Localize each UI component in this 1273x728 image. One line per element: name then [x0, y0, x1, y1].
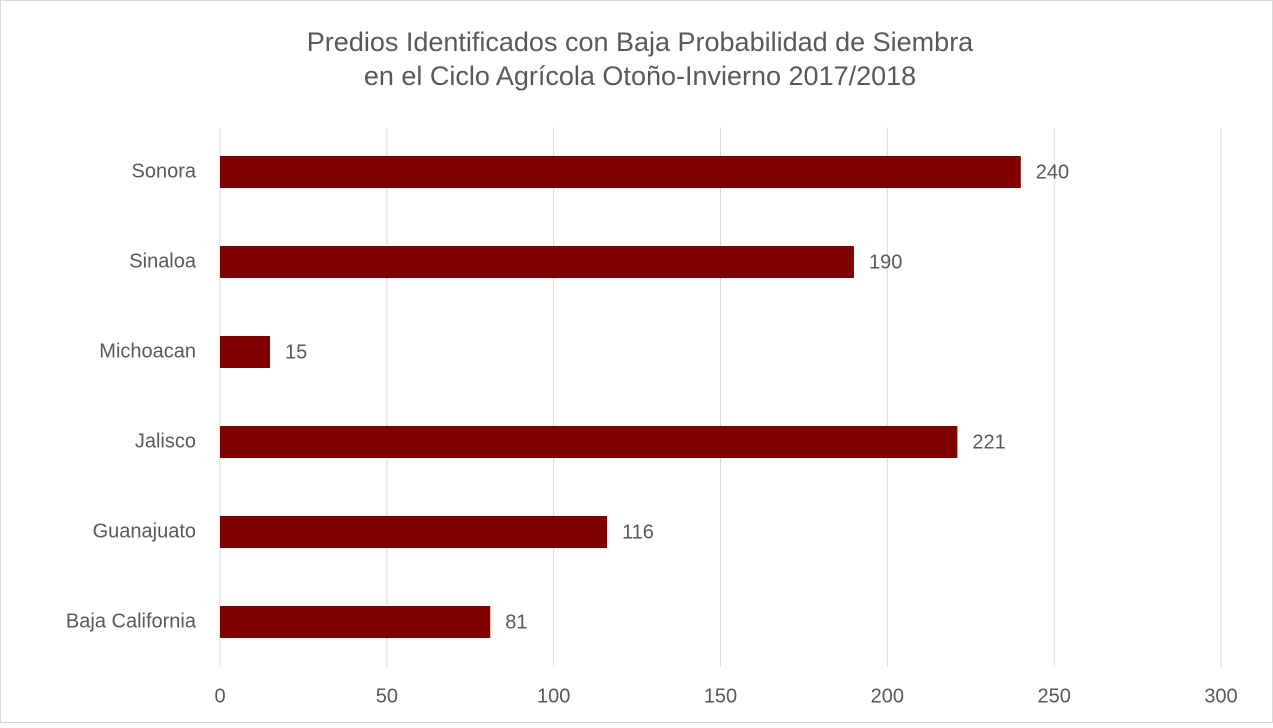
- data-label: 221: [972, 431, 1005, 453]
- x-tick-label: 200: [871, 685, 904, 707]
- x-tick-label: 0: [214, 685, 225, 707]
- x-tick-label: 250: [1037, 685, 1070, 707]
- data-label: 190: [869, 251, 902, 273]
- y-tick-label: Jalisco: [135, 430, 196, 452]
- bar: [220, 606, 491, 638]
- x-tick-label: 300: [1204, 685, 1237, 707]
- y-tick-label: Michoacan: [99, 340, 196, 362]
- data-label: 116: [622, 521, 654, 543]
- chart-title: en el Ciclo Agrícola Otoño-Invierno 2017…: [364, 61, 916, 91]
- bar: [220, 516, 608, 548]
- y-tick-label: Sonora: [132, 160, 197, 182]
- bar: [220, 156, 1021, 188]
- x-tick-label: 100: [537, 685, 570, 707]
- data-label: 240: [1036, 161, 1069, 183]
- data-label: 81: [505, 611, 527, 633]
- x-tick-label: 50: [376, 685, 398, 707]
- x-tick-label: 150: [704, 685, 737, 707]
- y-tick-label: Sinaloa: [129, 250, 197, 272]
- bar: [220, 246, 854, 278]
- chart-title: Predios Identificados con Baja Probabili…: [307, 27, 974, 57]
- data-label: 15: [285, 341, 307, 363]
- y-tick-label: Guanajuato: [93, 520, 196, 542]
- y-tick-label: Baja California: [66, 610, 197, 632]
- bar: [220, 426, 958, 458]
- bar: [220, 336, 271, 368]
